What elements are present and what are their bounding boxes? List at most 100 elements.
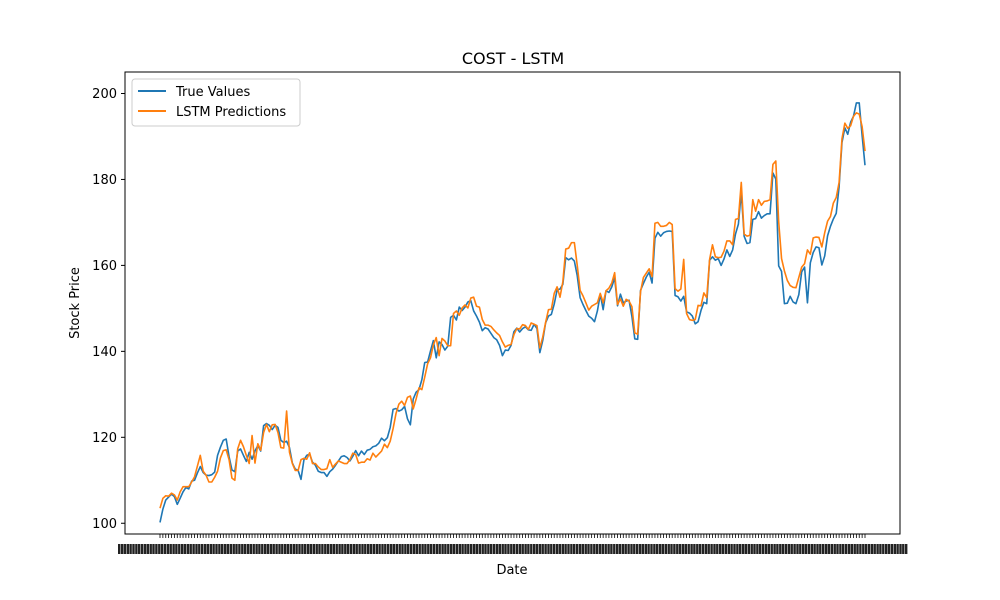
y-tick-label: 140	[92, 345, 117, 360]
x-tick-label	[873, 544, 876, 554]
x-tick-label	[876, 544, 879, 554]
x-tick-label	[470, 544, 473, 554]
x-tick-label	[661, 544, 665, 554]
x-tick-label	[438, 544, 441, 554]
x-tick-label	[209, 544, 212, 554]
x-tick-label	[870, 544, 874, 554]
x-tick-label	[404, 544, 407, 554]
x-tick-label	[221, 544, 224, 554]
x-tick-label	[779, 544, 782, 554]
x-tick-label	[667, 544, 670, 554]
x-tick-label	[226, 544, 230, 554]
x-tick-label	[744, 544, 748, 554]
x-tick-label	[555, 544, 559, 554]
x-tick-label	[507, 544, 510, 554]
x-tick-label	[544, 544, 547, 554]
x-tick-label	[773, 544, 776, 554]
x-tick-label	[264, 544, 267, 554]
x-tick-label	[693, 544, 696, 554]
x-tick-label	[418, 544, 421, 554]
x-tick-label	[501, 544, 504, 554]
x-tick-label	[575, 544, 579, 554]
x-tick-label	[816, 544, 819, 554]
x-tick-label	[487, 544, 490, 554]
x-tick-label	[155, 544, 158, 554]
x-tick-label	[372, 544, 376, 554]
x-tick-label	[515, 544, 519, 554]
x-tick-label	[409, 544, 413, 554]
x-tick-label	[618, 544, 622, 554]
x-tick-label	[733, 544, 736, 554]
x-tick-label	[278, 544, 281, 554]
x-tick-label	[241, 544, 244, 554]
x-tick-label	[570, 544, 573, 554]
x-tick-label	[212, 544, 215, 554]
x-tick-label	[318, 544, 321, 554]
x-tick-label	[704, 544, 708, 554]
x-tick-label	[590, 544, 593, 554]
x-tick-label	[521, 544, 524, 554]
x-tick-label	[266, 544, 270, 554]
legend-label-true-values: True Values	[175, 85, 250, 100]
x-tick-label	[338, 544, 341, 554]
x-tick-label	[490, 544, 493, 554]
x-tick-label	[395, 544, 398, 554]
x-tick-label	[450, 544, 453, 554]
x-tick-label	[341, 544, 344, 554]
x-tick-label	[553, 544, 556, 554]
y-tick-label: 120	[92, 431, 117, 446]
y-tick-label: 180	[92, 173, 117, 188]
series-line-lstm-predictions	[159, 112, 866, 509]
x-tick-labels	[118, 544, 908, 554]
x-tick-label	[824, 544, 828, 554]
x-tick-label	[198, 544, 201, 554]
x-tick-label	[192, 544, 195, 554]
x-tick-label	[304, 544, 307, 554]
x-tick-label	[326, 544, 330, 554]
x-tick-label	[896, 544, 899, 554]
x-tick-label	[641, 544, 645, 554]
y-tick-label: 100	[92, 517, 117, 532]
x-tick-label	[633, 544, 636, 554]
x-tick-label	[719, 544, 722, 554]
x-tick-label	[298, 544, 301, 554]
x-tick-label	[444, 544, 447, 554]
x-tick-label	[201, 544, 204, 554]
x-tick-label	[864, 544, 868, 554]
x-tick-label	[567, 544, 570, 554]
x-tick-label	[627, 544, 630, 554]
x-tick-label	[472, 544, 476, 554]
x-tick-label	[764, 544, 768, 554]
x-tick-label	[630, 544, 633, 554]
x-tick-label	[498, 544, 501, 554]
x-tick-label	[759, 544, 762, 554]
x-tick-label	[295, 544, 298, 554]
x-tick-label	[429, 544, 433, 554]
x-tick-label	[215, 544, 218, 554]
legend-box	[131, 78, 301, 127]
x-tick-label	[830, 544, 833, 554]
x-tick-label	[707, 544, 710, 554]
x-tick-label	[135, 544, 138, 554]
x-tick-label	[321, 544, 324, 554]
x-tick-label	[676, 544, 679, 554]
x-tick-label	[573, 544, 576, 554]
x-tick-label	[647, 544, 650, 554]
x-tick-label	[512, 544, 516, 554]
x-tick-label	[690, 544, 693, 554]
x-tick-label	[181, 544, 184, 554]
x-tick-label	[533, 544, 536, 554]
x-tick-label	[684, 544, 687, 554]
x-tick-label	[258, 544, 261, 554]
x-tick-label	[887, 544, 891, 554]
x-tick-label	[495, 544, 499, 554]
x-tick-label	[607, 544, 610, 554]
x-tick-label	[415, 544, 418, 554]
x-tick-label	[118, 544, 121, 554]
x-tick-label	[389, 544, 393, 554]
x-tick-label	[246, 544, 250, 554]
x-tick-label	[793, 544, 796, 554]
x-tick-label	[381, 544, 384, 554]
x-tick-label	[701, 544, 705, 554]
